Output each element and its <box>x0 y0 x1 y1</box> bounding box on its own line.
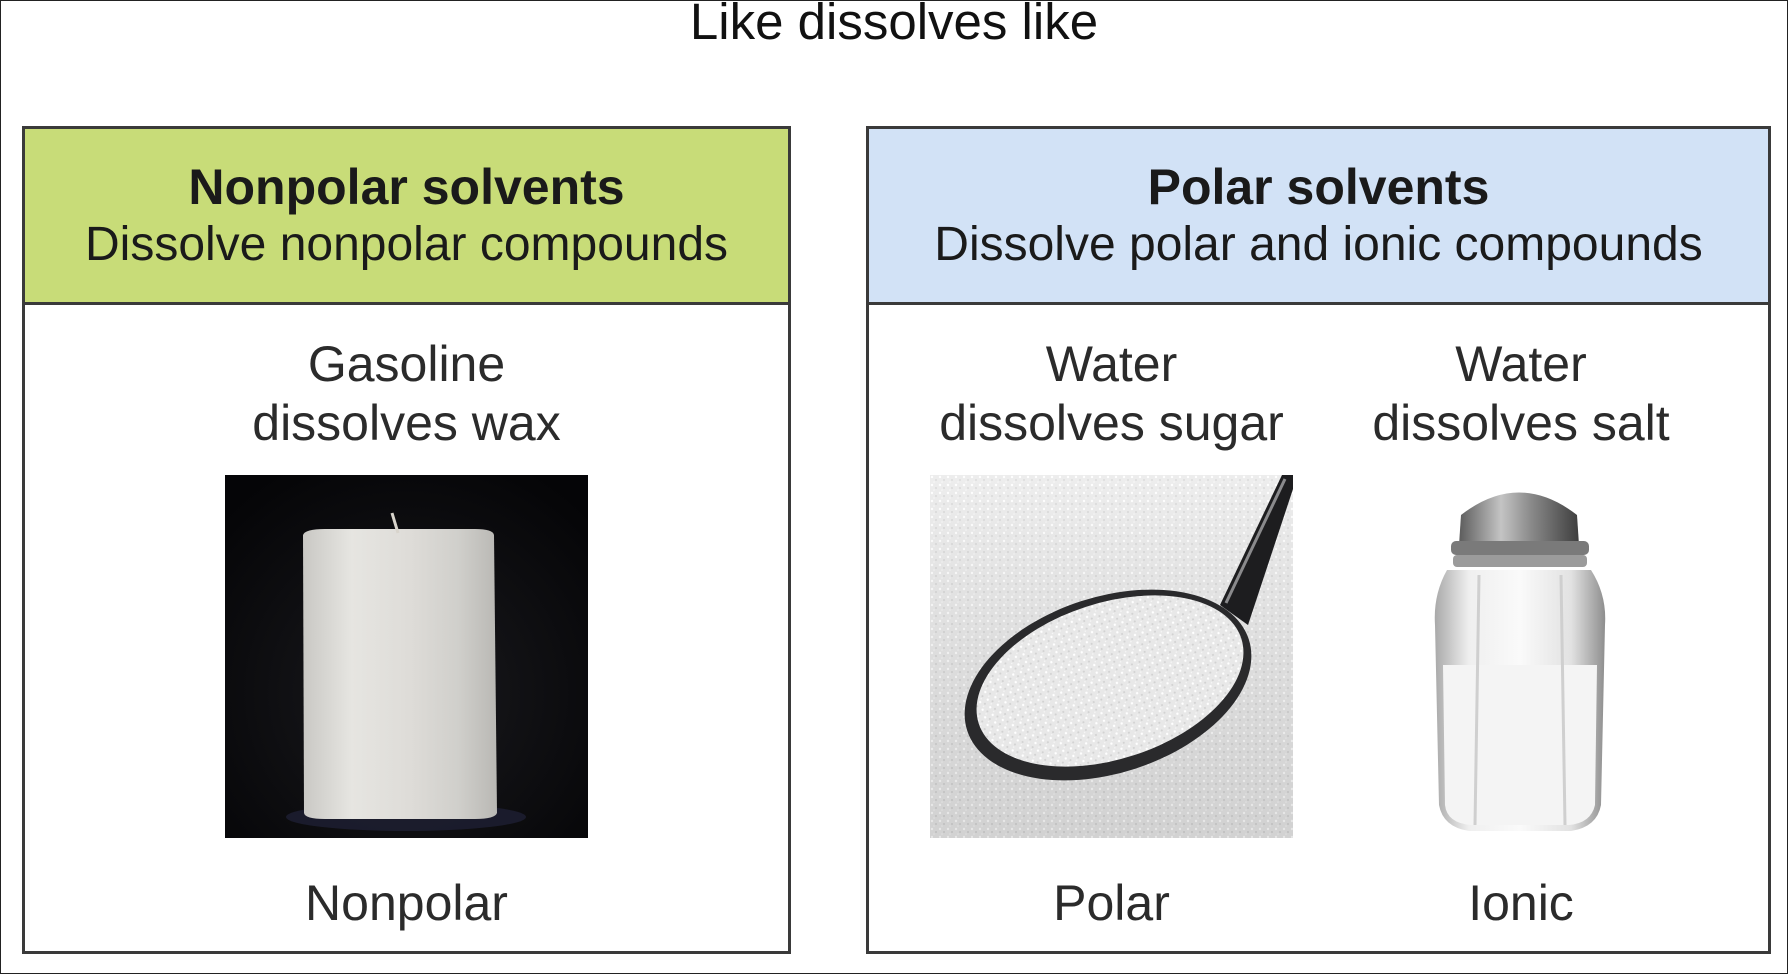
salt-shaker-photo <box>1339 475 1702 838</box>
sugar-spoon-photo <box>930 475 1293 838</box>
polar-subtitle: Dissolve polar and ionic compounds <box>934 218 1703 271</box>
example-caption: Water dissolves sugar <box>869 335 1354 453</box>
candle-photo <box>225 475 588 838</box>
polar-header: Polar solvents Dissolve polar and ionic … <box>869 129 1768 305</box>
polar-panel: Polar solvents Dissolve polar and ionic … <box>866 126 1771 954</box>
caption-line1: Gasoline <box>307 336 506 392</box>
example-caption: Gasoline dissolves wax <box>25 335 788 453</box>
polar-title: Polar solvents <box>1147 159 1490 215</box>
example-caption: Water dissolves salt <box>1274 335 1768 453</box>
example-sugar: Water dissolves sugar <box>869 305 1354 951</box>
caption-line1: Water <box>1455 336 1587 392</box>
caption-line2: dissolves salt <box>1372 395 1670 451</box>
caption-line1: Water <box>1045 336 1178 392</box>
nonpolar-header: Nonpolar solvents Dissolve nonpolar comp… <box>25 129 788 305</box>
caption-line2: dissolves sugar <box>939 395 1284 451</box>
polarity-label: Ionic <box>1468 875 1574 931</box>
nonpolar-panel: Nonpolar solvents Dissolve nonpolar comp… <box>22 126 791 954</box>
nonpolar-subtitle: Dissolve nonpolar compounds <box>84 218 729 271</box>
polarity-label: Polar <box>1053 875 1170 931</box>
nonpolar-title: Nonpolar solvents <box>188 159 625 215</box>
example-wax: Gasoline dissolves wax <box>25 305 788 951</box>
diagram-title: Like dissolves like <box>689 0 1099 50</box>
caption-line2: dissolves wax <box>252 395 561 451</box>
polarity-label: Nonpolar <box>305 875 508 931</box>
example-salt: Water dissolves salt <box>1274 305 1768 951</box>
